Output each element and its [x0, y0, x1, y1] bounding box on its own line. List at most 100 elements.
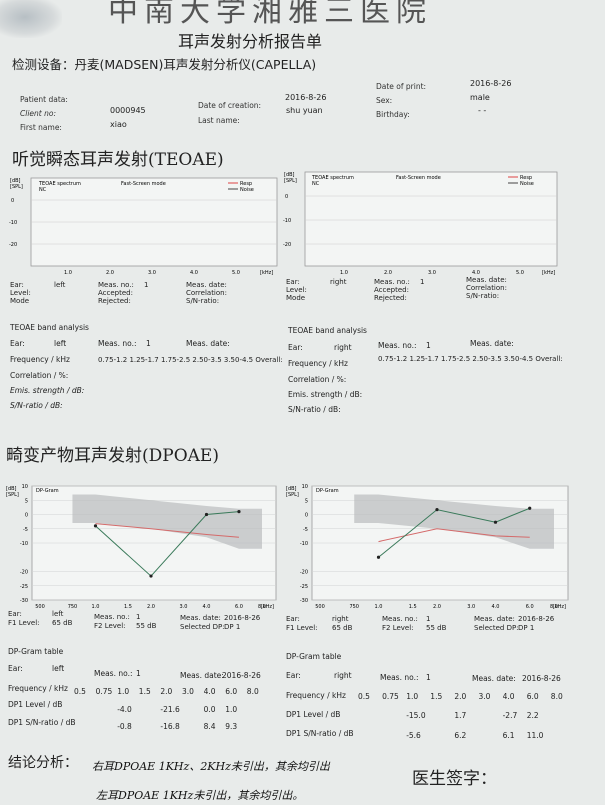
date-of-print-value: 2016-8-26: [470, 79, 512, 88]
dp-left-f2-value: 55 dB: [136, 622, 157, 630]
conclusion-line-1: 右耳DPOAE 1KHz、2KHz未引出，其余均引出: [92, 760, 330, 773]
dp-table-right-title: DP-Gram table: [286, 652, 342, 661]
dp-table-left-frequency-label: Frequency / kHz: [8, 684, 68, 693]
x-tick: 3.0: [148, 270, 156, 276]
teoae-left-ear-label: Ear:: [10, 281, 24, 289]
dpgram-right-chart: 10 5 0 -5 -10 -20 -25 -30 500 750 1.0 1.5 2.0 3.0 4.0 6…: [286, 484, 569, 610]
dp-left-ear-label: Ear:: [8, 610, 22, 618]
dp-right-meas-no-label: Meas. no.:: [382, 615, 418, 623]
dp-table-right-sn-label: DP1 S/N-ratio / dB: [286, 729, 354, 738]
last-name-value: shu yuan: [286, 106, 323, 115]
dp-right-selected-dp-value: DP 1: [518, 624, 535, 632]
table-freq-cell: 8.0: [246, 687, 259, 696]
band-right-meas-no-label: Meas. no.:: [378, 341, 417, 350]
table-sn-cell: 9.3: [225, 722, 238, 731]
y-tick-label: -25: [20, 584, 28, 590]
teoae-left-level-label: Level:: [10, 289, 31, 297]
x-tick: 3.0: [428, 270, 436, 276]
x-tick-label: 6.0: [526, 604, 534, 610]
teoae-right-correlation-label: Correlation:: [466, 284, 507, 292]
x-tick-label: 500: [35, 604, 45, 610]
dp-left-f2-label: F2 Level:: [94, 622, 126, 630]
date-of-print-label: Date of print:: [376, 82, 427, 91]
x-tick-label: 4.0: [492, 604, 500, 610]
dp-left-f1-label: F1 Level:: [8, 619, 40, 627]
dpgram-left-chart: 10 5 0 -5 -10 -20 -25 -30 500 750 1.0 1.5 2.0 3.0 4.0 6…: [6, 484, 277, 610]
teoae-right-ear-label: Ear:: [286, 278, 300, 286]
x-tick: 1.0: [64, 270, 72, 276]
table-freq-cell: 1.5: [138, 687, 151, 696]
x-tick-label: 1.5: [409, 604, 417, 610]
dp-right-meas-date-value: 2016-8-26: [518, 615, 555, 623]
table-freq-cell: 1.5: [430, 692, 443, 701]
dp-right-meas-date-label: Meas. date:: [474, 615, 515, 623]
dp-point: [493, 520, 498, 524]
table-sn-cell: -0.8: [117, 722, 132, 731]
chart-subtitle: NC: [312, 181, 320, 187]
teoae-left-mode-label: Mode: [10, 297, 30, 305]
x-tick: 1.0: [340, 270, 348, 276]
dp-table-right-ear-label: Ear:: [286, 671, 301, 680]
teoae-right-ear-value: right: [330, 278, 347, 286]
table-sn-cell: -5.6: [406, 731, 421, 740]
doctor-signature-label: 医生签字：: [412, 769, 497, 789]
dp-table-left-meas-date-value: 2016-8-26: [222, 671, 261, 680]
teoae-right-accepted-label: Accepted:: [374, 286, 409, 294]
dp-point: [376, 555, 381, 559]
y-tick-label: 0: [25, 513, 28, 519]
y-unit-label: [dB]: [6, 486, 17, 492]
dp-table-right-frequency-label: Frequency / kHz: [286, 691, 346, 700]
teoae-right-meas-no-label: Meas. no.:: [374, 278, 410, 286]
chart-title: TEOAE spectrum: [311, 175, 354, 181]
dpoae-heading: 畸变产物耳声发射(DPOAE): [6, 446, 219, 466]
dp-table-left-title: DP-Gram table: [8, 647, 64, 656]
band-right-correlation-label: Correlation / %:: [288, 375, 347, 384]
redacted-logo: [0, 0, 62, 38]
dp-table-left-ear-label: Ear:: [8, 664, 23, 673]
teoae-right-meas-date-label: Meas. date:: [466, 276, 507, 284]
hospital-name: 中南大学湘雅三医院: [108, 0, 432, 29]
plot-frame: [304, 171, 558, 267]
y-tick-10: -10: [9, 220, 17, 226]
dp-table-left-ear-value: left: [52, 664, 65, 673]
x-tick-label: 6.0: [235, 604, 243, 610]
band-right-frequency-values: 0.75-1.2 1.25-1.7 1.75-2.5 2.50-3.5 3.50…: [378, 355, 563, 363]
table-level-cell: 1.7: [454, 711, 467, 720]
y-tick-label: -30: [300, 598, 308, 604]
dp-left-ear-value: left: [52, 610, 64, 618]
legend-resp: Resp: [520, 175, 532, 181]
x-unit: [kHz]: [260, 270, 273, 276]
normal-range-band: [354, 494, 554, 549]
x-tick-label: 3.0: [179, 604, 187, 610]
dp-left-meas-no-label: Meas. no.:: [94, 613, 130, 621]
x-tick-label: 750: [68, 604, 78, 610]
band-analysis-left-title: TEOAE band analysis: [10, 323, 89, 332]
conclusion-label: 结论分析：: [8, 755, 78, 771]
band-right-ear-label: Ear:: [288, 343, 303, 352]
client-no-label: Client no:: [20, 109, 56, 118]
table-freq-cell: 2.0: [160, 687, 173, 696]
table-freq-cell: 0.75: [382, 692, 399, 701]
band-left-meas-no-value: 1: [146, 339, 151, 348]
table-freq-cell: 6.0: [225, 687, 238, 696]
teoae-heading: 听觉瞬态耳声发射(TEOAE): [12, 150, 224, 170]
table-freq-cell: 3.0: [182, 687, 194, 696]
band-right-emis-label: Emis. strength / dB:: [288, 390, 363, 399]
dp-point: [93, 524, 98, 528]
y-unit-label: [SPL]: [286, 492, 299, 498]
table-level-cell: -4.0: [117, 705, 132, 714]
table-freq-cell: 1.0: [117, 687, 130, 696]
teoae-right-chart: [dB] [SPL] TEOAE spectrum NC Fast-Screen…: [283, 171, 558, 276]
dp-table-right-meas-no-label: Meas. no.:: [380, 673, 419, 682]
x-tick-label: 8.0: [550, 604, 558, 610]
x-unit: [kHz]: [542, 270, 555, 276]
y-unit: [dB]: [10, 178, 21, 184]
x-tick-label: 500: [315, 604, 325, 610]
report-title: 耳声发射分析报告单: [178, 32, 323, 51]
teoae-right-level-label: Level:: [286, 286, 307, 294]
band-right-meas-date-label: Meas. date:: [470, 339, 514, 348]
teoae-left-meas-no-value: 1: [144, 281, 149, 289]
table-freq-cell: 3.0: [478, 692, 491, 701]
teoae-right-meas-no-value: 1: [420, 278, 425, 286]
y-tick-label: -30: [20, 598, 28, 604]
